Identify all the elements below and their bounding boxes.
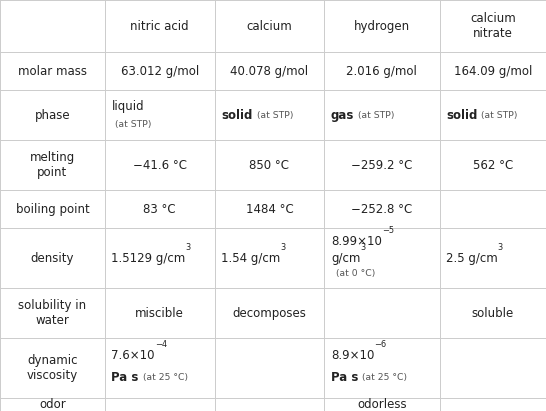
Text: −4: −4 [155, 339, 167, 349]
Text: (at STP): (at STP) [358, 111, 395, 120]
Text: (at 25 °C): (at 25 °C) [143, 373, 188, 382]
Text: melting
point: melting point [30, 151, 75, 179]
Text: 3: 3 [498, 242, 503, 252]
Text: 3: 3 [186, 242, 191, 252]
Text: solubility in
water: solubility in water [19, 299, 86, 327]
Text: solid: solid [446, 109, 477, 122]
Text: solid: solid [221, 109, 252, 122]
Text: −259.2 °C: −259.2 °C [351, 159, 413, 172]
Text: gas: gas [331, 109, 354, 122]
Text: 562 °C: 562 °C [473, 159, 513, 172]
Text: 83 °C: 83 °C [144, 203, 176, 216]
Text: 3: 3 [360, 242, 365, 252]
Text: nitric acid: nitric acid [130, 20, 189, 32]
Text: Pa s: Pa s [111, 371, 139, 384]
Text: 1.54 g/cm: 1.54 g/cm [221, 252, 281, 265]
Text: dynamic
viscosity: dynamic viscosity [27, 354, 78, 382]
Text: 164.09 g/mol: 164.09 g/mol [454, 65, 532, 78]
Text: 40.078 g/mol: 40.078 g/mol [230, 65, 308, 78]
Text: 1484 °C: 1484 °C [246, 203, 293, 216]
Text: 850 °C: 850 °C [250, 159, 289, 172]
Text: 2.016 g/mol: 2.016 g/mol [347, 65, 417, 78]
Text: 2.5 g/cm: 2.5 g/cm [446, 252, 498, 265]
Text: Pa s: Pa s [331, 371, 358, 384]
Text: density: density [31, 252, 74, 265]
Text: 63.012 g/mol: 63.012 g/mol [121, 65, 199, 78]
Text: decomposes: decomposes [233, 307, 306, 320]
Text: phase: phase [34, 109, 70, 122]
Text: (at 25 °C): (at 25 °C) [362, 373, 407, 382]
Text: miscible: miscible [135, 307, 184, 320]
Text: −6: −6 [374, 339, 387, 349]
Text: (at STP): (at STP) [482, 111, 518, 120]
Text: (at 0 °C): (at 0 °C) [336, 269, 376, 278]
Text: odor: odor [39, 398, 66, 411]
Text: 1.5129 g/cm: 1.5129 g/cm [111, 252, 186, 265]
Text: −5: −5 [382, 226, 394, 235]
Text: 8.9×10: 8.9×10 [331, 349, 374, 362]
Text: 8.99×10: 8.99×10 [331, 235, 382, 248]
Text: molar mass: molar mass [18, 65, 87, 78]
Text: (at STP): (at STP) [257, 111, 293, 120]
Text: odorless: odorless [357, 398, 407, 411]
Text: calcium: calcium [247, 20, 292, 32]
Text: −252.8 °C: −252.8 °C [351, 203, 413, 216]
Text: 7.6×10: 7.6×10 [111, 349, 155, 362]
Text: g/cm: g/cm [331, 252, 360, 265]
Text: boiling point: boiling point [15, 203, 90, 216]
Text: hydrogen: hydrogen [354, 20, 410, 32]
Text: −41.6 °C: −41.6 °C [133, 159, 187, 172]
Text: soluble: soluble [472, 307, 514, 320]
Text: (at STP): (at STP) [115, 120, 151, 129]
Text: liquid: liquid [111, 99, 144, 113]
Text: 3: 3 [281, 242, 286, 252]
Text: calcium
nitrate: calcium nitrate [470, 12, 515, 40]
